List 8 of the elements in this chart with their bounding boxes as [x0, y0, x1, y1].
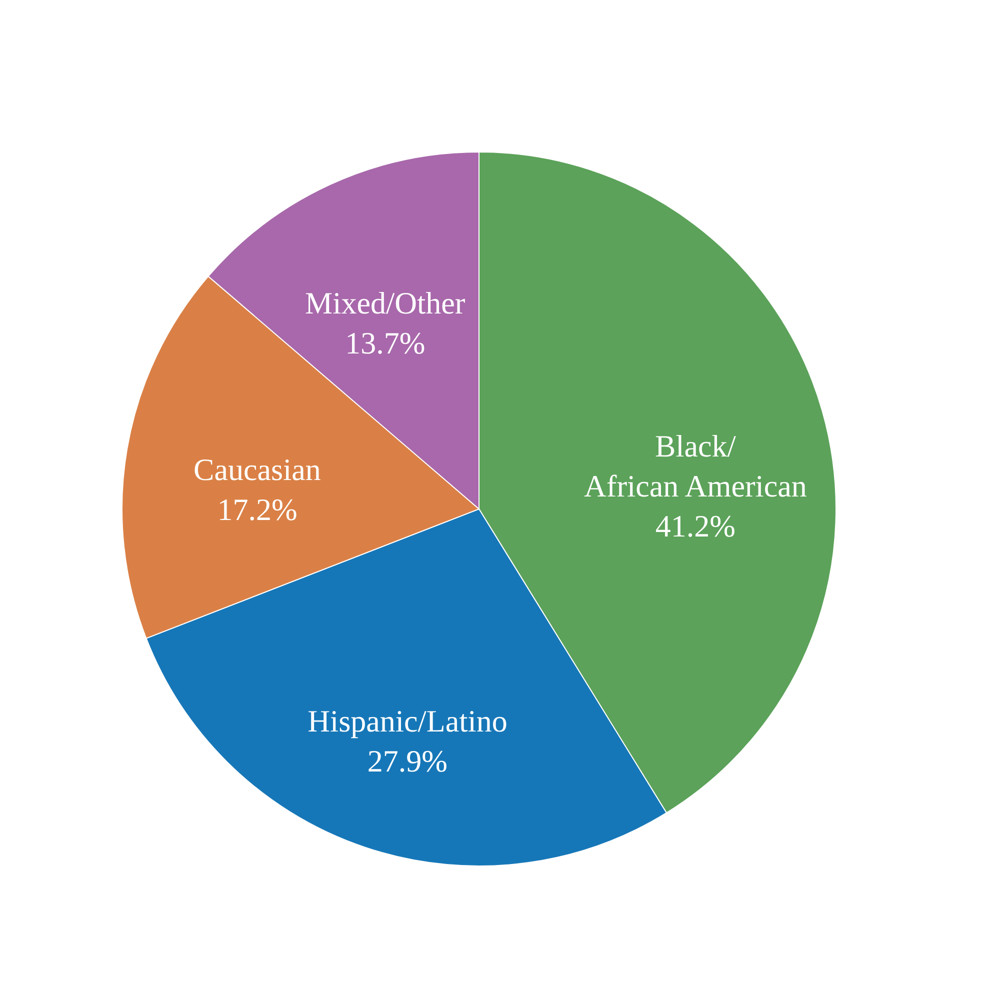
data-label: 41.2% [655, 508, 736, 544]
slice-label: Mixed/Other [305, 286, 466, 321]
slice-label: Caucasian [194, 452, 322, 488]
data-label: 17.2% [217, 492, 298, 528]
data-label: 13.7% [345, 326, 426, 361]
slice-label: Hispanic/Latino [308, 703, 508, 738]
slice-label: Black/ African American [584, 428, 808, 504]
data-label: 27.9% [367, 743, 448, 778]
